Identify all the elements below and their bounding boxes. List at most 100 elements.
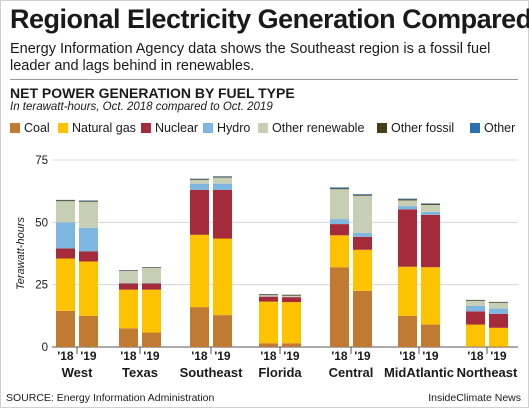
bar-southeast-2019-other-fossil [213, 176, 232, 178]
bar-west-2019-other-fossil [79, 200, 98, 202]
x-year-label: '19 [283, 349, 300, 363]
x-region-label: Texas [122, 365, 158, 380]
bar-midatlantic-2018-other [398, 198, 417, 200]
y-tick-label: 50 [35, 217, 48, 229]
bar-central-2018-nuclear [330, 224, 349, 236]
chart-title: NET POWER GENERATION BY FUEL TYPE [10, 85, 295, 101]
legend-label-natural-gas: Natural gas [72, 121, 136, 135]
legend-swatch-other [470, 123, 480, 133]
chart-subtitle: In terawatt-hours, Oct. 2018 compared to… [10, 101, 273, 113]
page-title: Regional Electricity Generation Compared [10, 4, 529, 34]
legend-swatch-hydro [203, 123, 213, 133]
legend-item-other-renewable: Other renewable [258, 120, 364, 136]
x-year-label: '19 [354, 349, 371, 363]
y-tick-label: 75 [35, 155, 48, 167]
x-year-label: '19 [422, 349, 439, 363]
bar-southeast-2018-other-renewable [190, 179, 209, 184]
bar-central-2019-other [353, 194, 372, 195]
bar-florida-2019-nuclear [282, 297, 301, 303]
bar-northeast-2019-nuclear [489, 313, 508, 328]
legend-label-other: Other [484, 121, 516, 135]
x-region-label: MidAtlantic [384, 365, 454, 380]
bar-west-2018-coal [56, 310, 75, 347]
x-year-label: '18 [191, 349, 208, 363]
publisher-credit: InsideClimate News [428, 392, 521, 404]
bar-central-2019-nuclear [353, 236, 372, 250]
x-year-label: '19 [214, 349, 231, 363]
bar-west-2018-nuclear [56, 248, 75, 259]
legend-swatch-nuclear [141, 123, 151, 133]
bar-texas-2018-nuclear [119, 283, 138, 290]
bar-west-2018-natural-gas [56, 258, 75, 311]
bar-texas-2019-nuclear [142, 283, 161, 290]
bar-southeast-2018-nuclear [190, 189, 209, 235]
bar-texas-2019-other-renewable [142, 267, 161, 283]
bar-northeast-2018-other-renewable [466, 300, 485, 306]
bar-southeast-2018-coal [190, 307, 209, 347]
page-subtitle: Energy Information Agency data shows the… [10, 41, 491, 74]
bar-southeast-2018-hydro [190, 183, 209, 190]
bar-florida-2019-coal [282, 343, 301, 347]
bar-west-2018-other-fossil [56, 200, 75, 202]
bar-midatlantic-2019-coal [421, 324, 440, 347]
legend-swatch-natural-gas [58, 123, 68, 133]
bar-central-2019-natural-gas [353, 249, 372, 291]
legend-swatch-other-fossil [377, 123, 387, 133]
bar-southeast-2019-coal [213, 315, 232, 347]
bar-west-2019-natural-gas [79, 261, 98, 316]
x-region-label: Northeast [457, 365, 518, 380]
bar-northeast-2018-other-fossil [466, 300, 485, 301]
bar-midatlantic-2018-natural-gas [398, 266, 417, 316]
bar-southeast-2019-natural-gas [213, 238, 232, 316]
bar-northeast-2019-natural-gas [489, 327, 508, 347]
bar-midatlantic-2019-other-fossil [421, 203, 440, 205]
divider [10, 79, 518, 80]
y-tick-label: 25 [35, 280, 48, 292]
bar-midatlantic-2018-hydro [398, 206, 417, 210]
x-year-label: '18 [331, 349, 348, 363]
bar-central-2018-other [330, 187, 349, 189]
bar-central-2018-other-renewable [330, 189, 349, 220]
bar-florida-2019-other-renewable [282, 295, 301, 297]
bar-midatlantic-2018-other-fossil [398, 199, 417, 201]
x-year-label: '19 [80, 349, 97, 363]
bar-texas-2018-coal [119, 328, 138, 347]
bar-midatlantic-2018-nuclear [398, 209, 417, 267]
legend-item-coal: Coal [10, 120, 50, 136]
bar-northeast-2019-other-renewable [489, 302, 508, 309]
bar-southeast-2018-natural-gas [190, 234, 209, 308]
legend-item-hydro: Hydro [203, 120, 250, 136]
y-axis-label: Terawatt-hours [15, 217, 27, 290]
bar-texas-2018-natural-gas [119, 289, 138, 329]
x-region-label: Florida [258, 365, 302, 380]
x-region-label: West [62, 365, 93, 380]
bar-central-2018-coal [330, 267, 349, 347]
x-year-label: '18 [399, 349, 416, 363]
legend-label-nuclear: Nuclear [155, 121, 199, 135]
chart-legend: Coal Natural gas Nuclear Hydro Other ren… [10, 120, 525, 140]
bar-southeast-2019-nuclear [213, 189, 232, 239]
bar-central-2018-hydro [330, 219, 349, 225]
y-tick-label: 0 [42, 342, 48, 354]
bar-southeast-2019-other-renewable [213, 177, 232, 184]
x-region-label: Southeast [180, 365, 244, 380]
bar-midatlantic-2019-nuclear [421, 214, 440, 268]
bar-midatlantic-2019-other-renewable [421, 204, 440, 212]
bar-florida-2018-natural-gas [259, 301, 278, 344]
x-year-label: '18 [260, 349, 277, 363]
bar-southeast-2018-other-fossil [190, 179, 209, 180]
bar-central-2018-natural-gas [330, 235, 349, 268]
bar-west-2018-hydro [56, 222, 75, 249]
bar-florida-2018-nuclear [259, 296, 278, 302]
legend-item-other-fossil: Other fossil [377, 120, 454, 136]
legend-label-other-fossil: Other fossil [391, 121, 455, 135]
bar-northeast-2019-hydro [489, 308, 508, 314]
bar-west-2019-hydro [79, 227, 98, 252]
bar-texas-2019-coal [142, 332, 161, 347]
bar-southeast-2019-hydro [213, 183, 232, 190]
bar-west-2018-other-renewable [56, 201, 75, 223]
bar-texas-2019-natural-gas [142, 289, 161, 333]
bar-texas-2018-other-renewable [119, 270, 138, 283]
legend-item-nuclear: Nuclear [141, 120, 198, 136]
bar-west-2019-coal [79, 315, 98, 347]
